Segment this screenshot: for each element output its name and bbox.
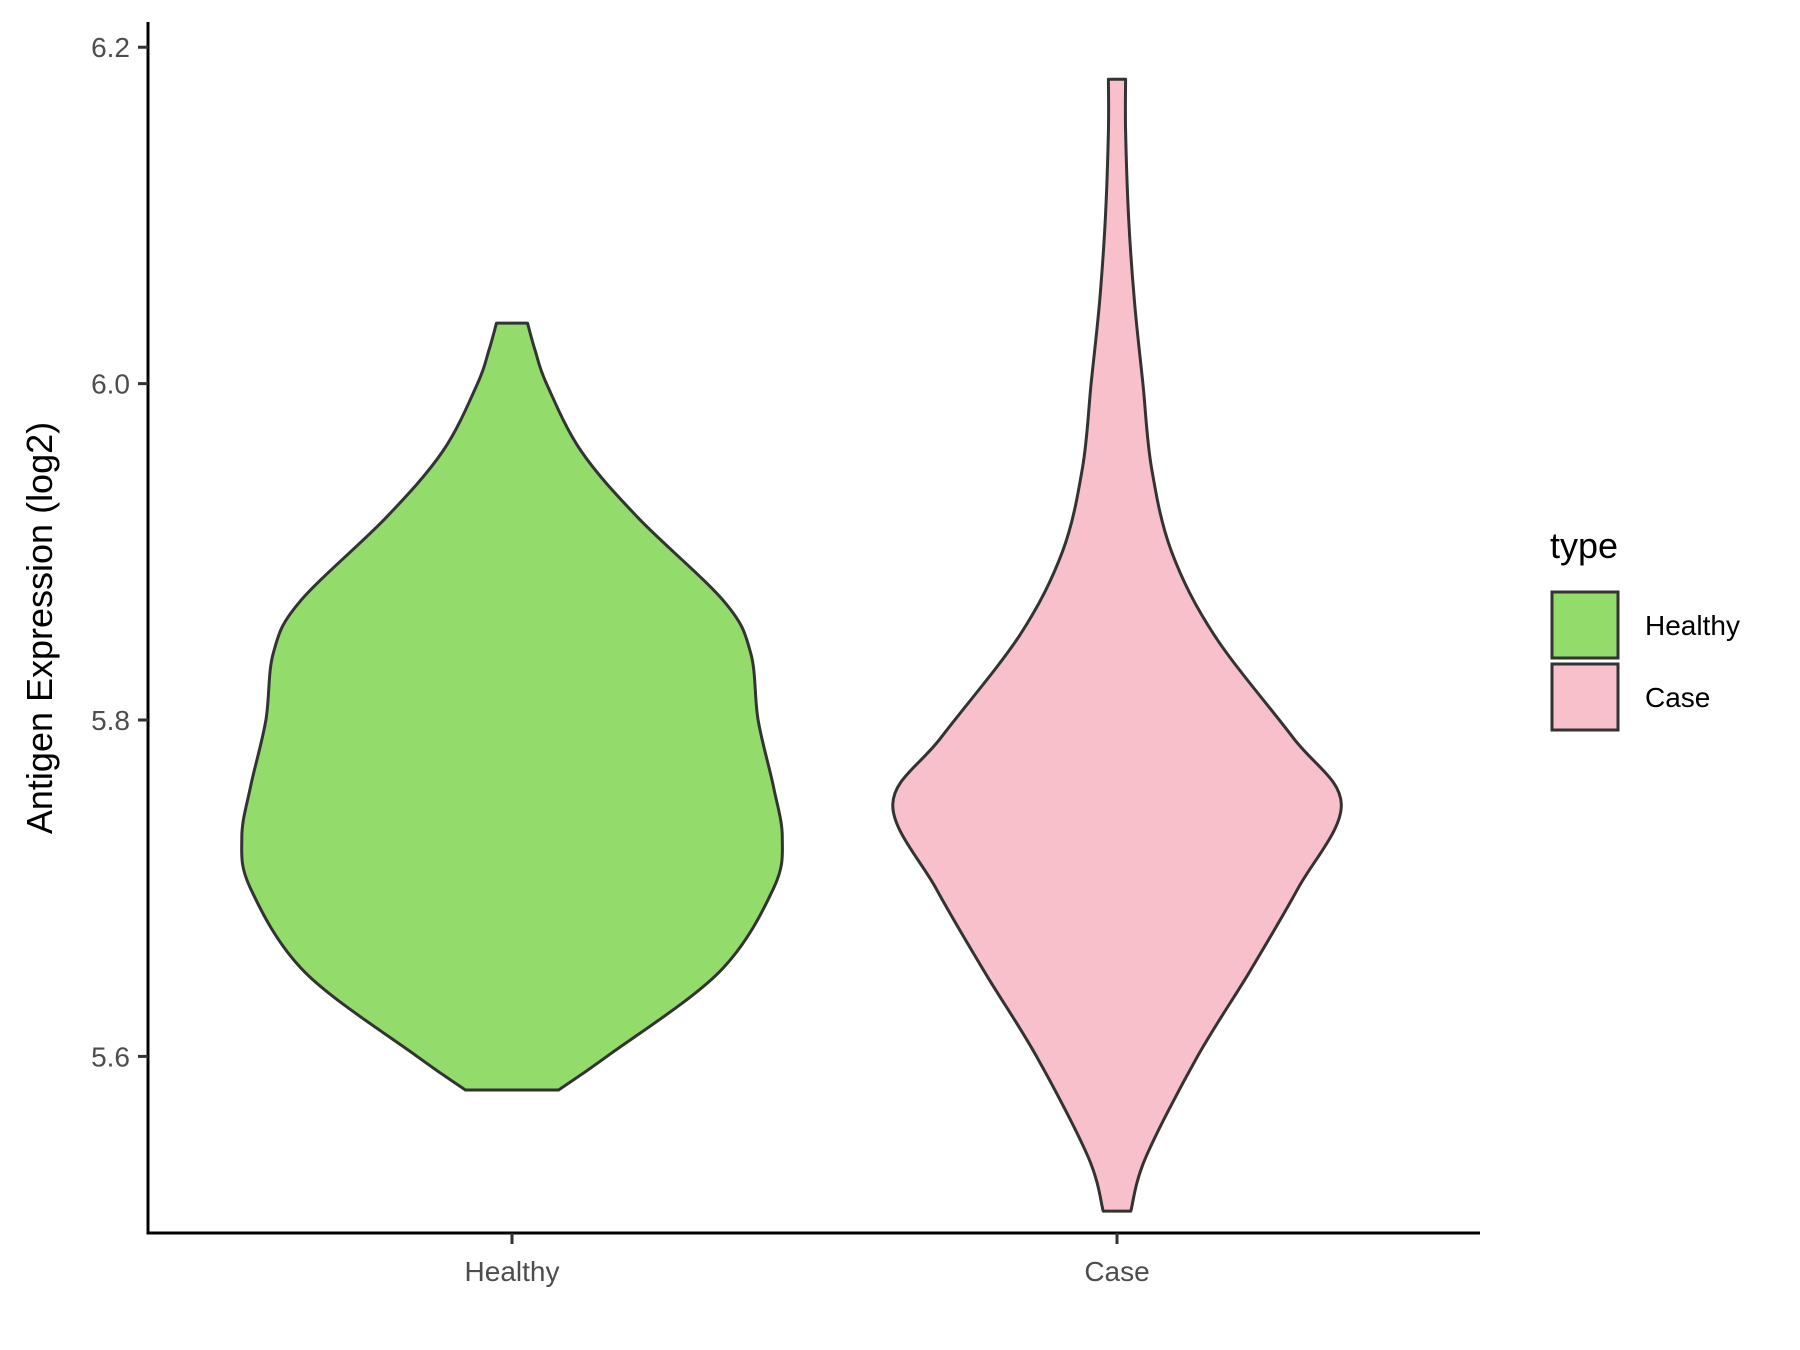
y-tick-label: 6.2 [91,32,130,63]
x-tick-label: Healthy [465,1256,560,1287]
legend-label-case: Case [1645,682,1710,713]
y-tick-label: 5.8 [91,705,130,736]
legend-key-case [1550,662,1620,732]
x-tick-label: Case [1084,1256,1149,1287]
legend-title: type [1550,525,1618,566]
violins-layer [240,77,1343,1213]
violin-case [891,77,1343,1213]
y-axis-title: Antigen Expression (log2) [19,422,60,834]
y-tick-label: 6.0 [91,369,130,400]
violin-healthy [240,321,784,1092]
y-tick-label: 5.6 [91,1041,130,1072]
legend-key-healthy [1550,590,1620,660]
y-ticks: 5.6 5.8 6.0 6.2 [91,32,148,1072]
legend: Healthy Case [1550,590,1740,732]
x-ticks: Healthy Case [465,1233,1150,1287]
legend-label-healthy: Healthy [1645,610,1740,641]
